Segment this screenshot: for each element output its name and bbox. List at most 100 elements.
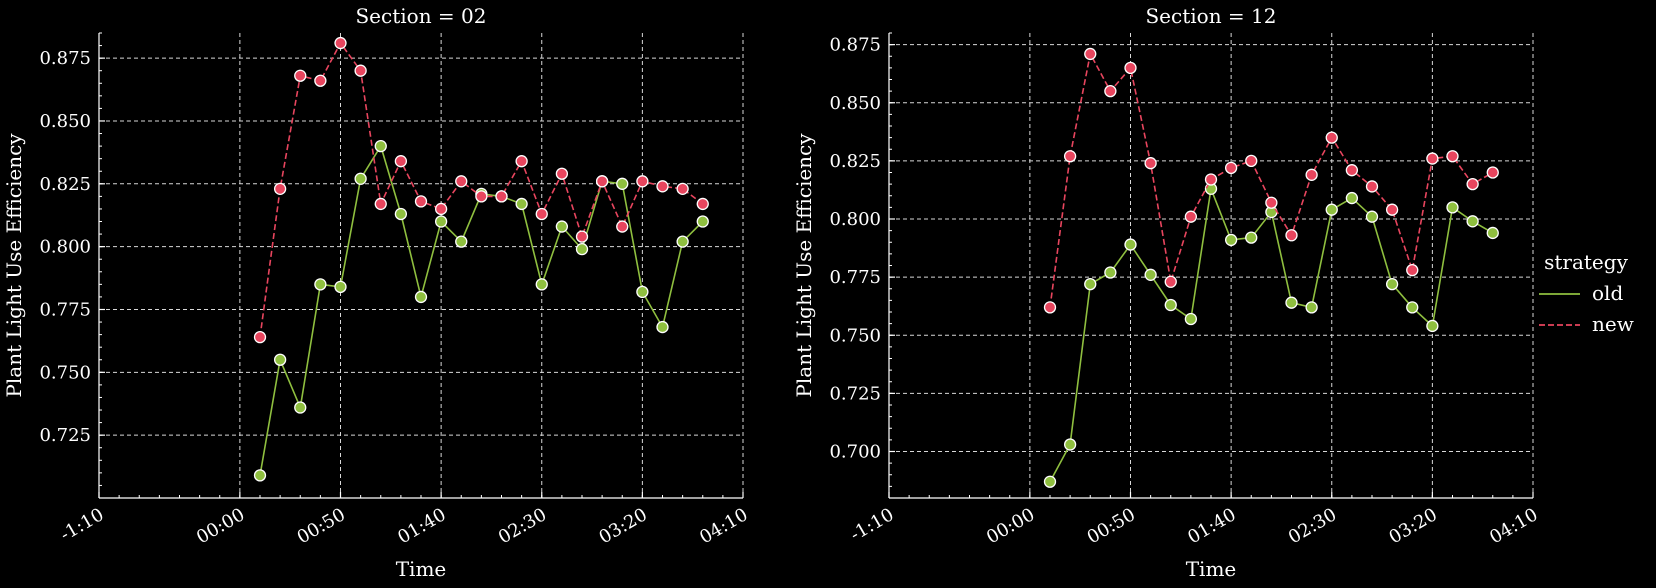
data-point-new	[1285, 229, 1298, 242]
data-point-old	[1043, 475, 1057, 488]
y-tick-label: 0.750	[829, 325, 881, 346]
data-point-old	[1345, 191, 1359, 205]
x-axis-label: Time	[396, 557, 447, 581]
x-tick-label: -1:10	[57, 504, 108, 545]
data-point-new	[1224, 161, 1238, 175]
data-point-new	[414, 195, 428, 208]
data-point-old	[676, 235, 689, 248]
data-point-old	[696, 215, 709, 228]
x-tick-label: 01:40	[1184, 504, 1239, 548]
x-tick-label: 02:30	[495, 504, 550, 548]
data-point-old	[314, 278, 327, 291]
data-point-new	[455, 175, 468, 188]
legend: strategy old new	[1539, 250, 1634, 336]
data-point-old	[535, 278, 548, 291]
chart-title: Section = 12	[1145, 4, 1276, 28]
x-axis-label: Time	[1186, 557, 1237, 581]
data-point-old	[1305, 301, 1318, 314]
y-tick-label: 0.875	[39, 48, 91, 69]
data-point-new	[555, 167, 569, 180]
data-point-new	[616, 220, 629, 233]
data-point-new	[1365, 180, 1379, 193]
data-point-new	[495, 190, 508, 203]
data-point-new	[1084, 47, 1097, 61]
y-tick-label: 0.700	[829, 442, 881, 463]
data-point-new	[374, 197, 387, 211]
y-tick-label: 0.800	[829, 209, 881, 230]
x-tick-label: 04:10	[696, 504, 751, 548]
x-tick-label: 00:50	[1084, 504, 1139, 548]
legend-title: strategy	[1544, 250, 1628, 274]
data-point-new	[1144, 157, 1157, 170]
y-axis-label: Plant Light Use Efficiency	[792, 133, 816, 398]
x-tick-label: 04:10	[1486, 504, 1541, 548]
data-point-old	[1144, 268, 1157, 281]
chart-panel-section-02: 0.725 0.750 0.775 0.800 0.825 0.850 0.875 -1:10…	[2, 4, 752, 581]
data-point-old	[1385, 277, 1399, 291]
data-point-new	[1426, 152, 1439, 165]
data-point-new	[696, 197, 709, 211]
data-point-new	[1265, 196, 1278, 209]
y-tick-label: 0.825	[39, 174, 91, 195]
data-point-new	[1466, 177, 1479, 191]
data-point-old	[394, 207, 408, 221]
data-point-new	[595, 175, 609, 188]
data-point-old	[374, 139, 387, 153]
y-tick-label: 0.725	[829, 383, 881, 404]
data-point-old	[1285, 296, 1298, 309]
data-point-old	[555, 220, 569, 233]
data-point-new	[1486, 166, 1499, 179]
data-point-new	[394, 155, 408, 168]
x-tick-label: 03:20	[595, 504, 650, 548]
data-point-new	[1446, 150, 1459, 163]
y-tick-label: 0.825	[829, 151, 881, 172]
data-point-new	[1325, 131, 1338, 144]
data-point-new	[334, 36, 347, 50]
data-point-new	[1184, 210, 1198, 223]
y-tick-label: 0.850	[829, 93, 881, 114]
data-point-new	[1305, 168, 1318, 181]
data-point-old	[1164, 298, 1177, 312]
data-point-new	[1385, 203, 1399, 216]
x-tick-label: 00:50	[294, 504, 349, 548]
data-point-new	[656, 180, 669, 193]
data-point-old	[334, 280, 347, 294]
data-point-old	[1224, 233, 1238, 247]
data-point-new	[575, 230, 589, 243]
data-point-old	[455, 235, 468, 248]
data-point-new	[1043, 301, 1057, 314]
data-point-new	[1164, 275, 1177, 288]
data-point-old	[636, 285, 649, 299]
data-point-old	[294, 401, 307, 414]
data-point-old	[414, 290, 428, 304]
y-tick-label: 0.775	[39, 299, 91, 320]
data-point-old	[434, 215, 448, 228]
data-point-old	[1104, 266, 1117, 279]
data-point-new	[1245, 154, 1258, 168]
data-point-new	[1406, 263, 1419, 277]
x-tick-label: 00:00	[193, 504, 248, 548]
data-point-new	[636, 175, 649, 188]
y-tick-label: 0.750	[39, 362, 91, 383]
data-point-old	[1124, 238, 1137, 251]
data-point-new	[354, 64, 367, 77]
data-point-old	[1426, 319, 1439, 333]
y-tick-label: 0.725	[39, 425, 91, 446]
data-point-new	[314, 74, 327, 87]
data-point-new	[515, 155, 528, 168]
data-point-new	[535, 207, 548, 221]
data-point-old	[1486, 226, 1499, 240]
y-tick-label: 0.850	[39, 111, 91, 132]
data-point-old	[1184, 312, 1198, 326]
data-point-old	[273, 353, 287, 366]
data-point-new	[434, 202, 448, 216]
chart-panel-section-12: 0.700 0.725 0.750 0.775 0.800 0.825 0.850 0.875…	[792, 4, 1542, 581]
data-point-new	[1204, 173, 1218, 186]
x-tick-label: 02:30	[1285, 504, 1340, 548]
data-point-old	[1084, 277, 1097, 291]
y-tick-label: 0.775	[829, 267, 881, 288]
data-point-old	[575, 243, 589, 256]
data-point-old	[1063, 438, 1077, 451]
y-tick-label: 0.875	[829, 35, 881, 56]
